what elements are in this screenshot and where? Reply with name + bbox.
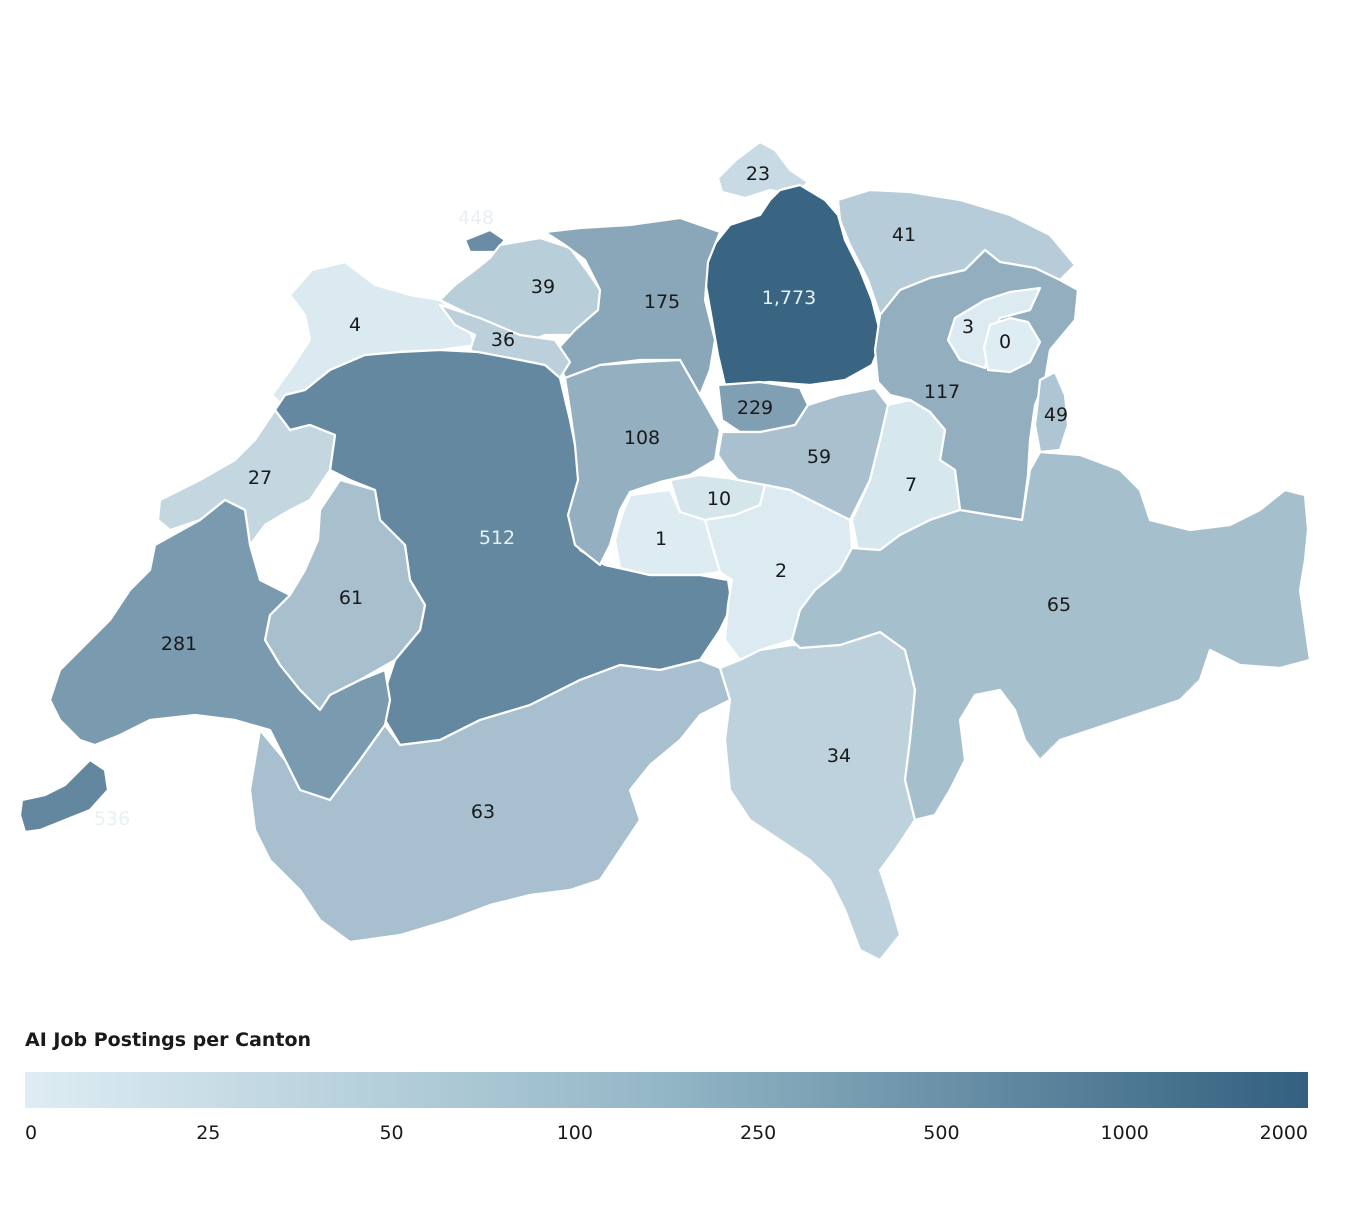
canton-value-label: 229 <box>737 397 773 419</box>
canton-value-label: 175 <box>644 291 680 313</box>
canton-value-label: 448 <box>458 207 494 229</box>
legend-tick-label: 0 <box>25 1122 37 1144</box>
legend-tick-label: 1000 <box>1101 1122 1149 1144</box>
legend-tick-label: 250 <box>740 1122 776 1144</box>
canton-value-label: 1 <box>655 528 667 550</box>
canton-shapes <box>18 140 1312 962</box>
canton-appenzell-innerrhoden[interactable] <box>982 316 1042 374</box>
legend-tick-label: 100 <box>557 1122 593 1144</box>
canton-luzern[interactable] <box>563 358 722 567</box>
canton-value-label: 3 <box>962 316 974 338</box>
canton-value-label: 117 <box>924 381 960 403</box>
canton-value-label: 41 <box>892 224 916 246</box>
legend-tick-label: 50 <box>379 1122 403 1144</box>
canton-value-label: 27 <box>248 467 272 489</box>
canton-value-label: 65 <box>1047 594 1071 616</box>
canton-value-label: 536 <box>94 808 130 830</box>
legend-tick-label: 25 <box>196 1122 220 1144</box>
legend-ticks: 0 25 50 100 250 500 1000 2000 <box>25 1122 1308 1144</box>
canton-value-label: 512 <box>479 527 515 549</box>
legend-tick-label: 2000 <box>1260 1122 1308 1144</box>
canton-obwalden[interactable] <box>613 488 722 577</box>
canton-value-label: 39 <box>531 276 555 298</box>
canton-graubuenden[interactable] <box>790 450 1312 822</box>
canton-geneva[interactable] <box>18 758 110 834</box>
legend-title: AI Job Postings per Canton <box>25 1029 311 1051</box>
canton-value-label: 281 <box>161 633 197 655</box>
canton-value-label: 23 <box>746 163 770 185</box>
canton-value-label: 61 <box>339 587 363 609</box>
canton-value-label: 2 <box>775 560 787 582</box>
canton-value-label: 36 <box>491 329 515 351</box>
canton-valais[interactable] <box>248 658 732 944</box>
legend-color-bar <box>25 1072 1308 1108</box>
canton-labels: 1,773 536 512 448 281 229 175 117 108 65 63 61 59 49 4… <box>94 163 1071 830</box>
canton-ticino[interactable] <box>718 630 917 962</box>
canton-value-label: 108 <box>624 427 660 449</box>
canton-value-label: 0 <box>999 331 1011 353</box>
canton-value-label: 10 <box>707 488 731 510</box>
canton-value-label: 4 <box>349 314 361 336</box>
canton-st-gallen-rheintal[interactable] <box>1033 370 1070 454</box>
legend: AI Job Postings per Canton 0 25 50 100 250 50… <box>25 1029 1308 1144</box>
canton-value-label: 7 <box>905 474 917 496</box>
canton-value-label: 49 <box>1044 404 1068 426</box>
canton-value-label: 63 <box>471 801 495 823</box>
legend-tick-label: 500 <box>923 1122 959 1144</box>
canton-value-label: 59 <box>807 446 831 468</box>
canton-value-label: 34 <box>827 745 851 767</box>
canton-value-label: 1,773 <box>762 287 816 309</box>
